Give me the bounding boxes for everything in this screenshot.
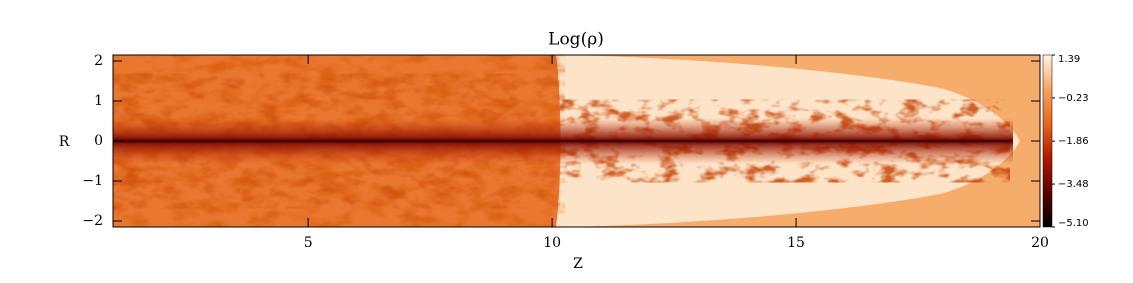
y-axis-label: R [59,134,70,150]
x-tick-label: 15 [787,235,805,251]
chart-title: Log(ρ) [548,30,604,50]
x-tick-label: 20 [1031,235,1049,251]
y-tick-label: −2 [82,213,103,229]
y-tick-label: 2 [94,53,103,69]
x-axis-label: Z [573,256,583,272]
y-tick-label: 0 [94,133,103,149]
colorbar-tick-label: −1.86 [1058,136,1089,147]
colorbar-tick-label: −3.48 [1058,179,1089,190]
x-tick-label: 10 [543,235,561,251]
y-tick-label: 1 [94,93,103,109]
density-image [113,55,1040,227]
colorbar-tick-label: 1.39 [1058,54,1080,65]
colorbar-tick-label: −0.23 [1058,93,1089,104]
colorbar [1042,54,1053,228]
colorbar-tick-label: −5.10 [1058,218,1089,229]
y-tick-label: −1 [82,173,103,189]
x-tick-label: 5 [304,235,313,251]
